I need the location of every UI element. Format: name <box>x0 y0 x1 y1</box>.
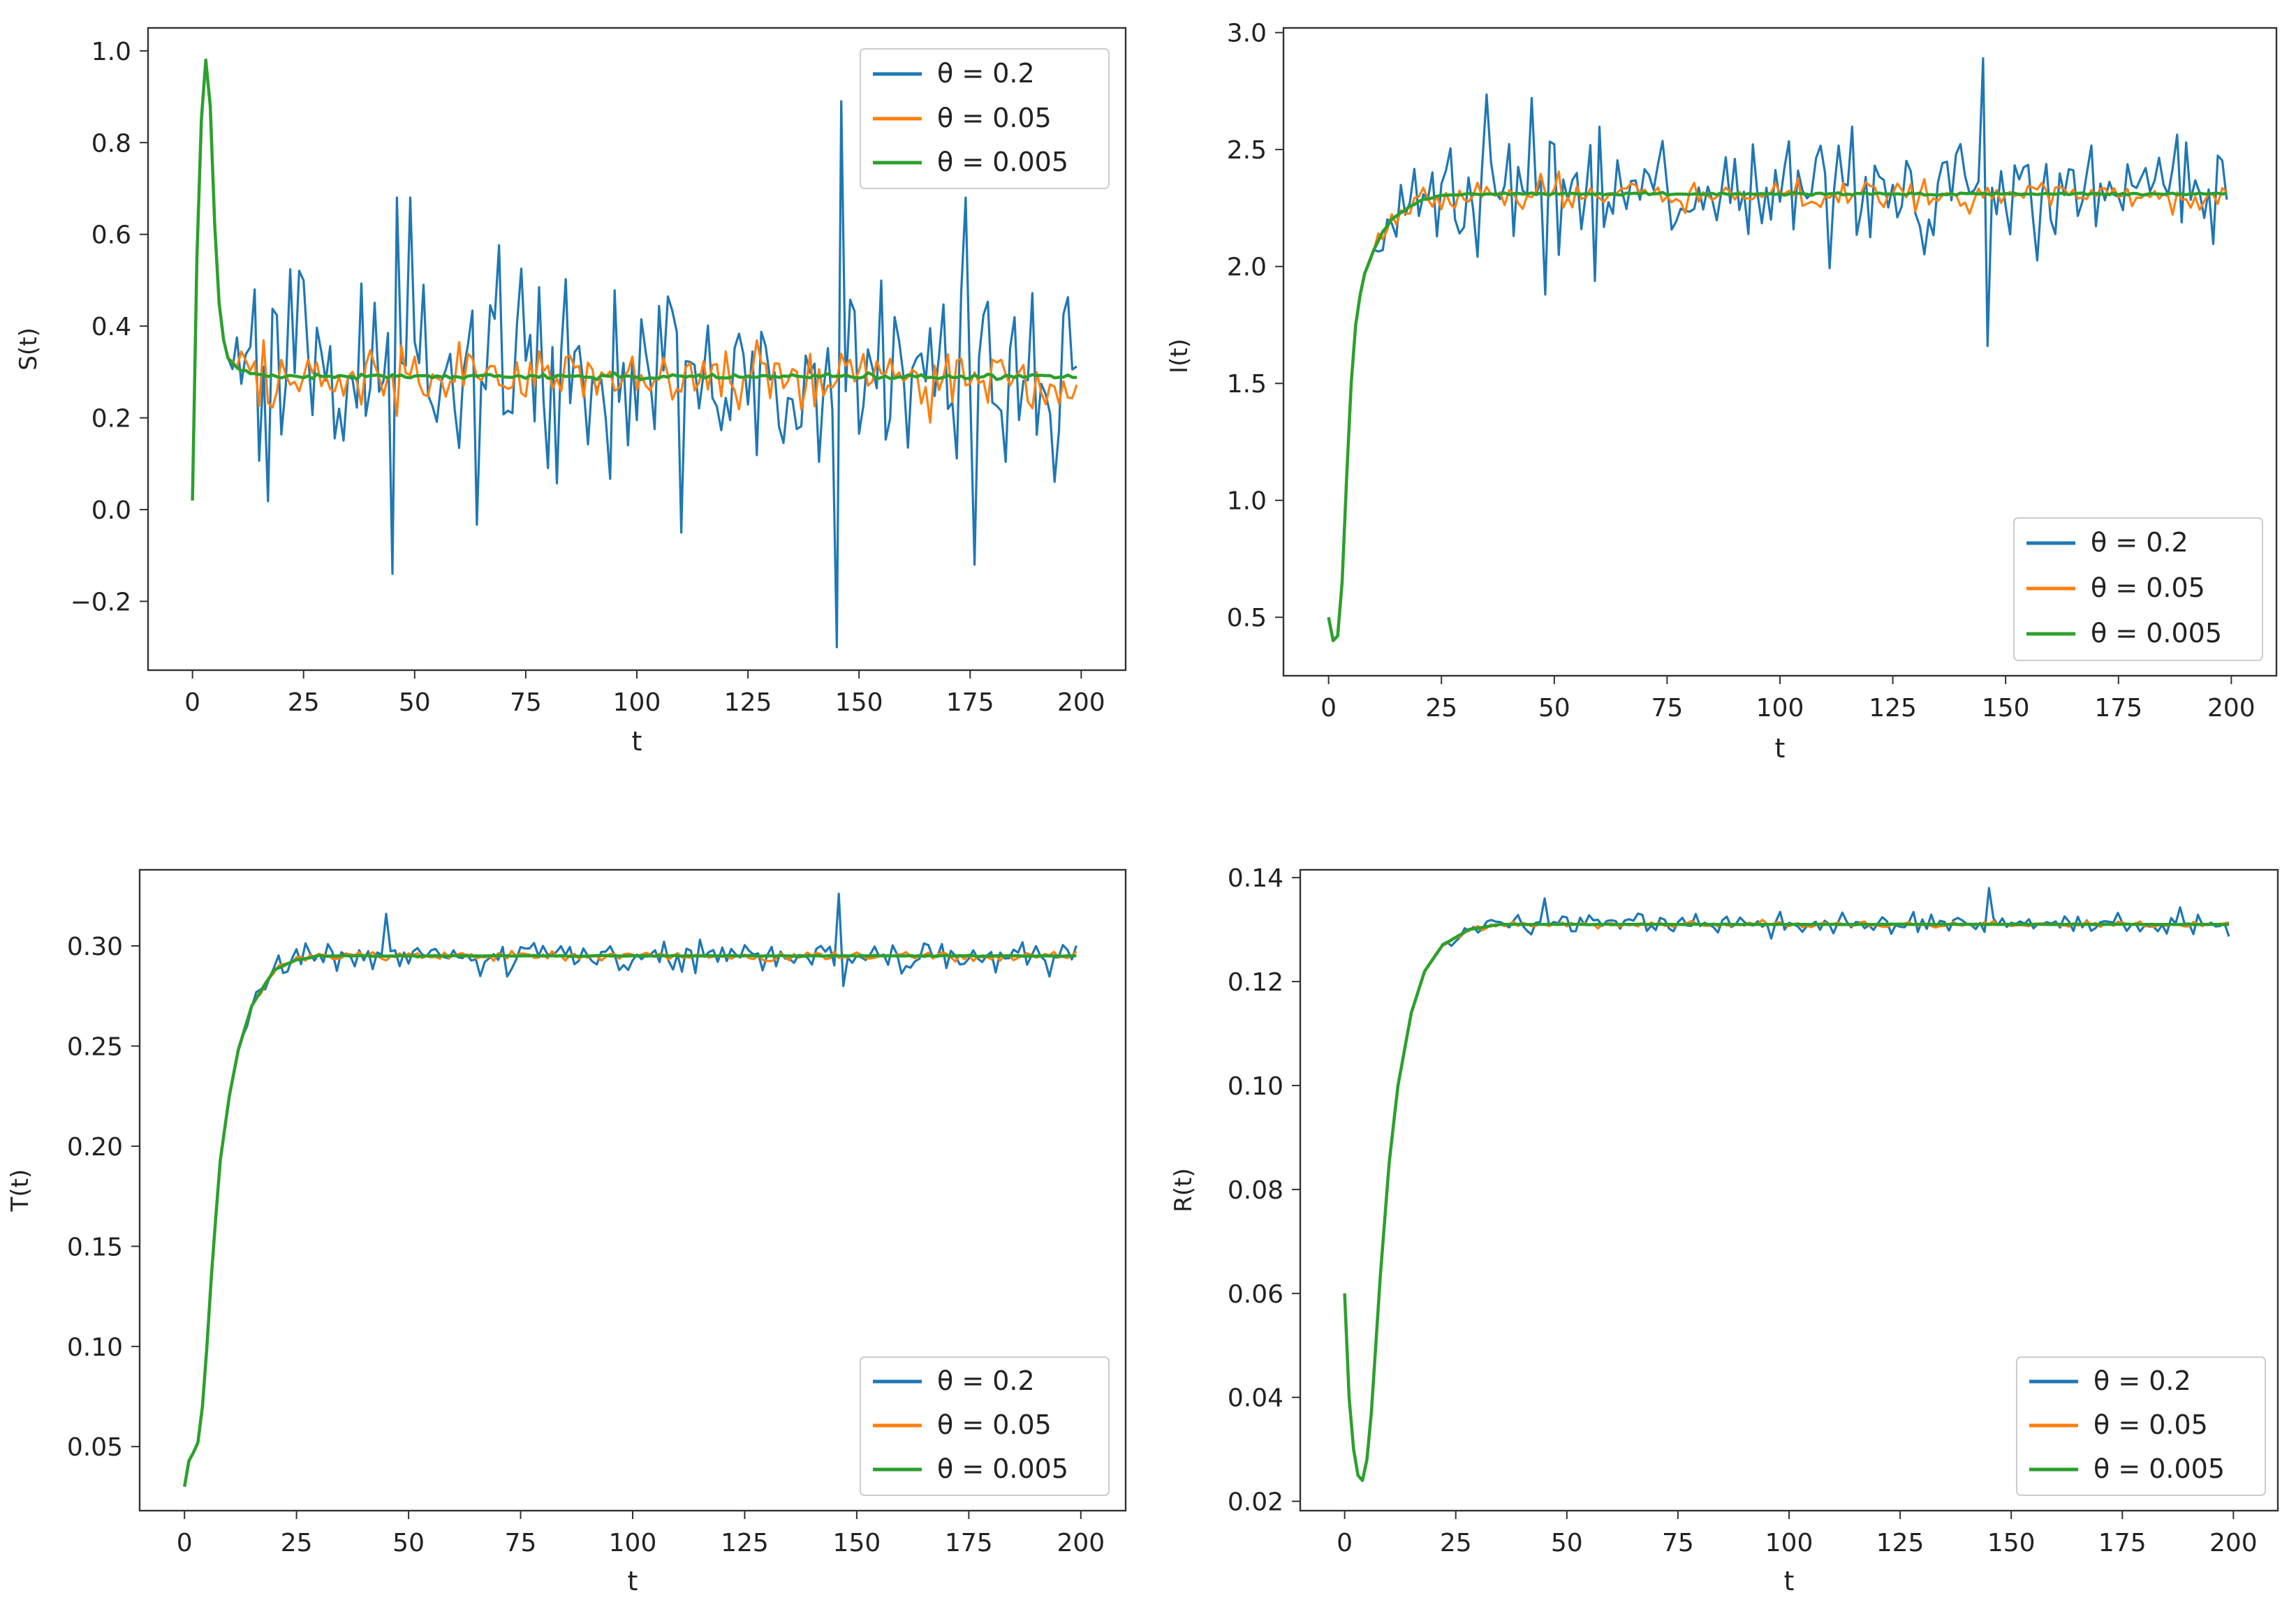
t-x-tick-label: 125 <box>721 1529 769 1557</box>
r-x-tick-label: 150 <box>1987 1529 2036 1557</box>
s-legend-label-theta-0.005: θ = 0.005 <box>937 147 1068 177</box>
panel-r-chart: 0 25 50 75 100 125 150 175 200 0.02 0.04 0.06 0.08 0.… <box>1170 864 2279 1597</box>
t-y-tick-label: 0.25 <box>67 1032 123 1061</box>
r-y-tick-label: 0.08 <box>1228 1176 1283 1205</box>
s-y-tick-label: 1.0 <box>91 38 131 66</box>
r-y-tick-label: 0.02 <box>1228 1488 1283 1517</box>
i-y-tick-label: 2.5 <box>1227 136 1267 165</box>
s-x-tick-label: 0 <box>184 688 200 717</box>
s-legend-label-theta-0.05: θ = 0.05 <box>937 103 1052 133</box>
s-series-theta-0.2 <box>191 59 1077 649</box>
t-legend-label-theta-0.05: θ = 0.05 <box>937 1409 1052 1440</box>
r-y-tick-label: 0.04 <box>1228 1384 1283 1413</box>
s-y-axis-label: S(t) <box>15 327 43 370</box>
t-y-tick-label: 0.15 <box>67 1233 123 1261</box>
r-x-tick-label: 100 <box>1765 1529 1813 1557</box>
r-legend-label-theta-0.2: θ = 0.2 <box>2093 1365 2191 1396</box>
i-y-axis-label: I(t) <box>1165 339 1193 373</box>
s-y-tick-label: 0.8 <box>91 129 131 158</box>
s-x-tick-label: 200 <box>1057 688 1105 717</box>
i-y-tick-label: 1.0 <box>1227 487 1267 516</box>
s-x-tick-label: 125 <box>724 688 772 717</box>
r-y-tick-label: 0.14 <box>1228 864 1283 893</box>
r-x-tick-label: 125 <box>1876 1529 1925 1557</box>
i-y-tick-label: 1.5 <box>1227 370 1267 399</box>
s-legend: θ = 0.2 θ = 0.05 θ = 0.005 <box>860 48 1110 189</box>
t-x-axis-label: t <box>628 1566 638 1597</box>
r-x-tick-label: 200 <box>2209 1529 2258 1557</box>
t-series-theta-0.005 <box>182 954 1077 1487</box>
t-series-theta-0.05 <box>183 949 1077 1487</box>
t-x-tick-label: 0 <box>177 1529 193 1557</box>
r-x-tick-label: 0 <box>1337 1529 1353 1557</box>
t-y-tick-label: 0.10 <box>67 1333 123 1362</box>
r-y-tick-label: 0.10 <box>1228 1072 1283 1101</box>
t-legend-label-theta-0.005: θ = 0.005 <box>937 1453 1068 1484</box>
r-legend: θ = 0.2 θ = 0.05 θ = 0.005 <box>2016 1356 2266 1496</box>
i-x-tick-label: 0 <box>1320 694 1337 723</box>
s-x-tick-label: 100 <box>613 688 661 717</box>
t-y-tick-label: 0.30 <box>67 933 123 961</box>
i-series-theta-0.005 <box>1327 191 2228 642</box>
s-y-tick-label: −0.2 <box>71 588 131 616</box>
r-x-tick-label: 175 <box>2098 1529 2147 1557</box>
i-x-axis-label: t <box>1775 733 1786 764</box>
i-x-tick-label: 150 <box>1982 694 2030 723</box>
i-y-tick-label: 3.0 <box>1227 20 1267 48</box>
r-x-tick-label: 75 <box>1662 1529 1694 1557</box>
i-legend-label-theta-0.2: θ = 0.2 <box>2091 527 2188 558</box>
t-x-tick-label: 175 <box>945 1529 993 1557</box>
panel-i-chart: 0 25 50 75 100 125 150 175 200 0.5 1.0 1.5 2.0 2.5 3.0… <box>1165 20 2278 764</box>
s-x-tick-label: 75 <box>510 688 542 717</box>
i-x-tick-label: 175 <box>2094 694 2142 723</box>
s-y-tick-label: 0.4 <box>91 313 131 341</box>
t-legend-label-theta-0.2: θ = 0.2 <box>937 1365 1035 1396</box>
i-legend-label-theta-0.005: θ = 0.005 <box>2091 618 2222 649</box>
s-y-tick-label: 0.6 <box>91 221 131 250</box>
s-series-theta-0.05 <box>191 59 1078 501</box>
s-series-theta-0.005 <box>191 58 1077 501</box>
i-x-tick-label: 25 <box>1425 694 1457 723</box>
t-x-tick-label: 50 <box>392 1529 425 1557</box>
s-x-tick-label: 150 <box>835 688 883 717</box>
s-x-tick-label: 175 <box>946 688 994 717</box>
r-y-tick-label: 0.06 <box>1228 1280 1283 1309</box>
i-x-tick-label: 100 <box>1756 694 1804 723</box>
t-y-axis-label: T(t) <box>6 1169 34 1213</box>
s-x-axis-label: t <box>632 726 642 757</box>
r-x-axis-label: t <box>1784 1566 1795 1597</box>
r-y-tick-label: 0.12 <box>1228 968 1283 997</box>
s-y-tick-label: 0.2 <box>91 405 131 434</box>
i-legend: θ = 0.2 θ = 0.05 θ = 0.005 <box>2013 517 2263 661</box>
t-x-tick-label: 100 <box>609 1529 657 1557</box>
i-y-tick-label: 0.5 <box>1227 604 1267 632</box>
i-legend-label-theta-0.05: θ = 0.05 <box>2091 572 2205 603</box>
i-x-tick-label: 75 <box>1651 694 1684 723</box>
r-legend-label-theta-0.05: θ = 0.05 <box>2093 1409 2208 1440</box>
s-x-tick-label: 25 <box>288 688 320 717</box>
s-x-tick-label: 50 <box>399 688 431 717</box>
r-series-theta-0.005 <box>1343 922 2230 1483</box>
t-x-tick-label: 75 <box>505 1529 537 1557</box>
t-x-tick-label: 25 <box>281 1529 313 1557</box>
t-y-tick-label: 0.05 <box>67 1433 123 1462</box>
i-series-theta-0.05 <box>1327 170 2228 642</box>
s-legend-label-theta-0.2: θ = 0.2 <box>937 58 1035 89</box>
t-legend: θ = 0.2 θ = 0.05 θ = 0.005 <box>860 1356 1110 1496</box>
panel-s-chart: 0 25 50 75 100 125 150 175 200 −0.2 0.0 0.2 0.4 0.6 0.… <box>15 27 1127 757</box>
i-x-tick-label: 200 <box>2207 694 2255 723</box>
t-y-tick-label: 0.20 <box>67 1133 123 1162</box>
panel-t-chart: 0 25 50 75 100 125 150 175 200 0.05 0.10 0.15 0.20 0.… <box>6 868 1127 1597</box>
i-x-tick-label: 50 <box>1538 694 1570 723</box>
s-y-tick-label: 0.0 <box>91 496 131 525</box>
t-x-tick-label: 200 <box>1057 1529 1105 1557</box>
r-x-tick-label: 25 <box>1440 1529 1472 1557</box>
r-y-axis-label: R(t) <box>1170 1168 1198 1212</box>
i-x-tick-label: 125 <box>1869 694 1917 723</box>
r-legend-label-theta-0.005: θ = 0.005 <box>2093 1453 2225 1484</box>
i-y-tick-label: 2.0 <box>1227 253 1267 282</box>
r-x-tick-label: 50 <box>1551 1529 1583 1557</box>
t-x-tick-label: 150 <box>833 1529 881 1557</box>
